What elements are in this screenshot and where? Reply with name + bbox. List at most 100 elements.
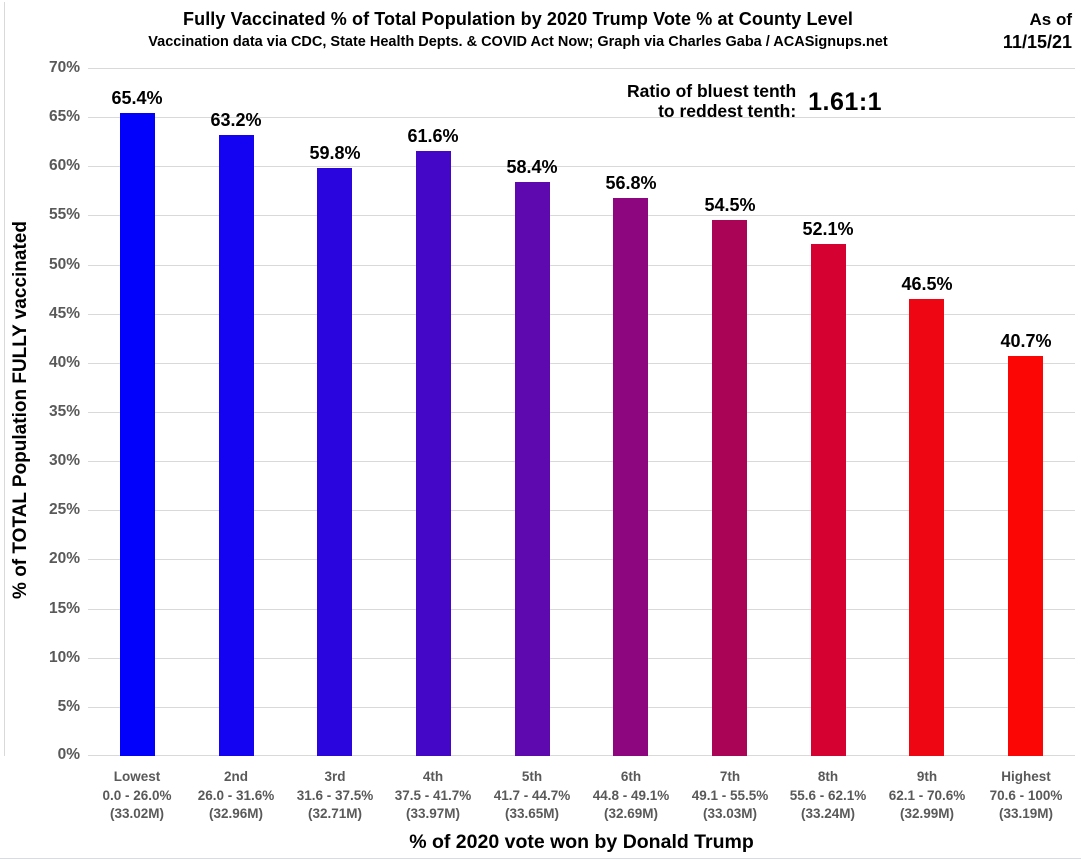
x-category-decile: 2nd <box>223 769 248 784</box>
y-tick-label-15%: 15% <box>48 600 80 617</box>
chart-subtitle: Vaccination data via CDC, State Health D… <box>148 34 888 50</box>
gridline-10% <box>88 658 1075 659</box>
x-category-decile: 9th <box>916 769 938 784</box>
gridline-45% <box>88 314 1075 315</box>
plot-area: 65.4% 63.2% 59.8% 61.6% 58.4% 56.8% 54.5% 52.1%… <box>88 68 1075 756</box>
x-category-population: (32.99M) <box>899 806 955 821</box>
x-category-label-4th: 4th 37.5 - 41.7% (33.97M) <box>371 768 495 824</box>
ratio-annotation: Ratio of bluest tenth to reddest tenth: … <box>627 81 883 121</box>
y-tick-label-25%: 25% <box>48 501 80 518</box>
bar-9th <box>909 299 944 756</box>
x-category-label-2nd: 2nd 26.0 - 31.6% (32.96M) <box>174 768 298 824</box>
bar-Highest <box>1008 356 1043 756</box>
x-category-population: (32.96M) <box>208 806 264 821</box>
y-tick-label-0%: 0% <box>57 746 80 763</box>
ratio-annotation-value: 1.61:1 <box>808 88 883 116</box>
y-tick-label-40%: 40% <box>48 354 80 371</box>
x-category-decile: Highest <box>1001 769 1051 784</box>
y-tick-label-35%: 35% <box>48 403 80 420</box>
bar-value-label-4th: 61.6% <box>407 126 459 146</box>
x-category-label-5th: 5th 41.7 - 44.7% (33.65M) <box>470 768 594 824</box>
as-of-date: As of 11/15/21 <box>1003 8 1072 54</box>
gridline-65% <box>88 117 1075 118</box>
x-category-population: (32.71M) <box>307 806 363 821</box>
x-category-population: (33.97M) <box>405 806 461 821</box>
x-category-population: (33.65M) <box>504 806 560 821</box>
bar-6th <box>613 198 648 756</box>
gridline-20% <box>88 559 1075 560</box>
x-category-decile: 7th <box>719 769 741 784</box>
bar-8th <box>811 244 846 756</box>
x-category-vote-range: 41.7 - 44.7% <box>493 787 571 803</box>
y-tick-label-70%: 70% <box>48 59 80 76</box>
gridline-15% <box>88 609 1075 610</box>
x-category-vote-range: 26.0 - 31.6% <box>197 787 275 803</box>
x-category-label-9th: 9th 62.1 - 70.6% (32.99M) <box>865 768 989 824</box>
y-tick-label-5%: 5% <box>57 698 80 715</box>
x-category-vote-range: 55.6 - 62.1% <box>789 787 867 803</box>
chart-bottom-border <box>0 858 1081 859</box>
gridline-5% <box>88 707 1075 708</box>
y-tick-label-65%: 65% <box>48 108 80 125</box>
bar-value-label-8th: 52.1% <box>802 219 854 239</box>
x-category-label-7th: 7th 49.1 - 55.5% (33.03M) <box>668 768 792 824</box>
bar-value-label-5th: 58.4% <box>506 157 558 177</box>
ratio-annotation-label: Ratio of bluest tenth to reddest tenth: <box>627 81 797 121</box>
bar-4th <box>416 151 451 756</box>
bar-value-label-3rd: 59.8% <box>309 143 361 163</box>
x-category-label-3rd: 3rd 31.6 - 37.5% (32.71M) <box>273 768 397 824</box>
chart-title: Fully Vaccinated % of Total Population b… <box>183 9 853 29</box>
bar-value-label-7th: 54.5% <box>704 195 756 215</box>
x-category-decile: 6th <box>620 769 642 784</box>
gridline-50% <box>88 265 1075 266</box>
chart-left-border <box>4 2 5 756</box>
y-tick-label-60%: 60% <box>48 157 80 174</box>
gridline-40% <box>88 363 1075 364</box>
x-category-decile: Lowest <box>113 769 161 784</box>
as-of-label: As of <box>1029 10 1073 29</box>
bar-value-label-2nd: 63.2% <box>210 110 262 130</box>
x-category-label-Lowest: Lowest 0.0 - 26.0% (33.02M) <box>75 768 199 824</box>
x-category-population: (32.69M) <box>603 806 659 821</box>
x-category-decile: 4th <box>422 769 444 784</box>
y-tick-label-10%: 10% <box>48 649 80 666</box>
y-tick-label-50%: 50% <box>48 256 80 273</box>
bar-Lowest <box>120 113 155 756</box>
y-tick-label-20%: 20% <box>48 550 80 567</box>
y-tick-label-45%: 45% <box>48 305 80 322</box>
gridline-25% <box>88 510 1075 511</box>
x-category-population: (33.03M) <box>702 806 758 821</box>
x-axis-title: % of 2020 vote won by Donald Trump <box>409 831 754 853</box>
x-category-vote-range: 49.1 - 55.5% <box>691 787 769 803</box>
gridline-70% <box>88 68 1075 69</box>
x-category-label-8th: 8th 55.6 - 62.1% (33.24M) <box>766 768 890 824</box>
x-category-decile: 5th <box>521 769 543 784</box>
x-category-decile: 8th <box>817 769 839 784</box>
gridline-0% <box>88 755 1075 756</box>
bar-value-label-Highest: 40.7% <box>1000 331 1052 351</box>
x-category-decile: 3rd <box>324 769 346 784</box>
bar-value-label-Lowest: 65.4% <box>111 88 163 108</box>
x-category-vote-range: 62.1 - 70.6% <box>888 787 966 803</box>
x-category-vote-range: 31.6 - 37.5% <box>296 787 374 803</box>
x-category-population: (33.02M) <box>109 806 165 821</box>
x-category-label-Highest: Highest 70.6 - 100% (33.19M) <box>964 768 1081 824</box>
x-category-population: (33.24M) <box>800 806 856 821</box>
y-tick-label-30%: 30% <box>48 452 80 469</box>
gridline-55% <box>88 215 1075 216</box>
x-category-vote-range: 44.8 - 49.1% <box>592 787 670 803</box>
x-category-population: (33.19M) <box>998 806 1054 821</box>
x-category-vote-range: 70.6 - 100% <box>989 787 1063 803</box>
bar-value-label-6th: 56.8% <box>605 173 657 193</box>
gridline-60% <box>88 166 1075 167</box>
x-category-label-6th: 6th 44.8 - 49.1% (32.69M) <box>569 768 693 824</box>
bar-2nd <box>219 135 254 756</box>
bar-value-label-9th: 46.5% <box>901 274 953 294</box>
gridline-35% <box>88 412 1075 413</box>
y-tick-label-55%: 55% <box>48 206 80 223</box>
bar-7th <box>712 220 747 756</box>
as-of-value: 11/15/21 <box>1002 32 1072 52</box>
x-category-vote-range: 37.5 - 41.7% <box>394 787 472 803</box>
x-category-vote-range: 0.0 - 26.0% <box>102 787 172 803</box>
